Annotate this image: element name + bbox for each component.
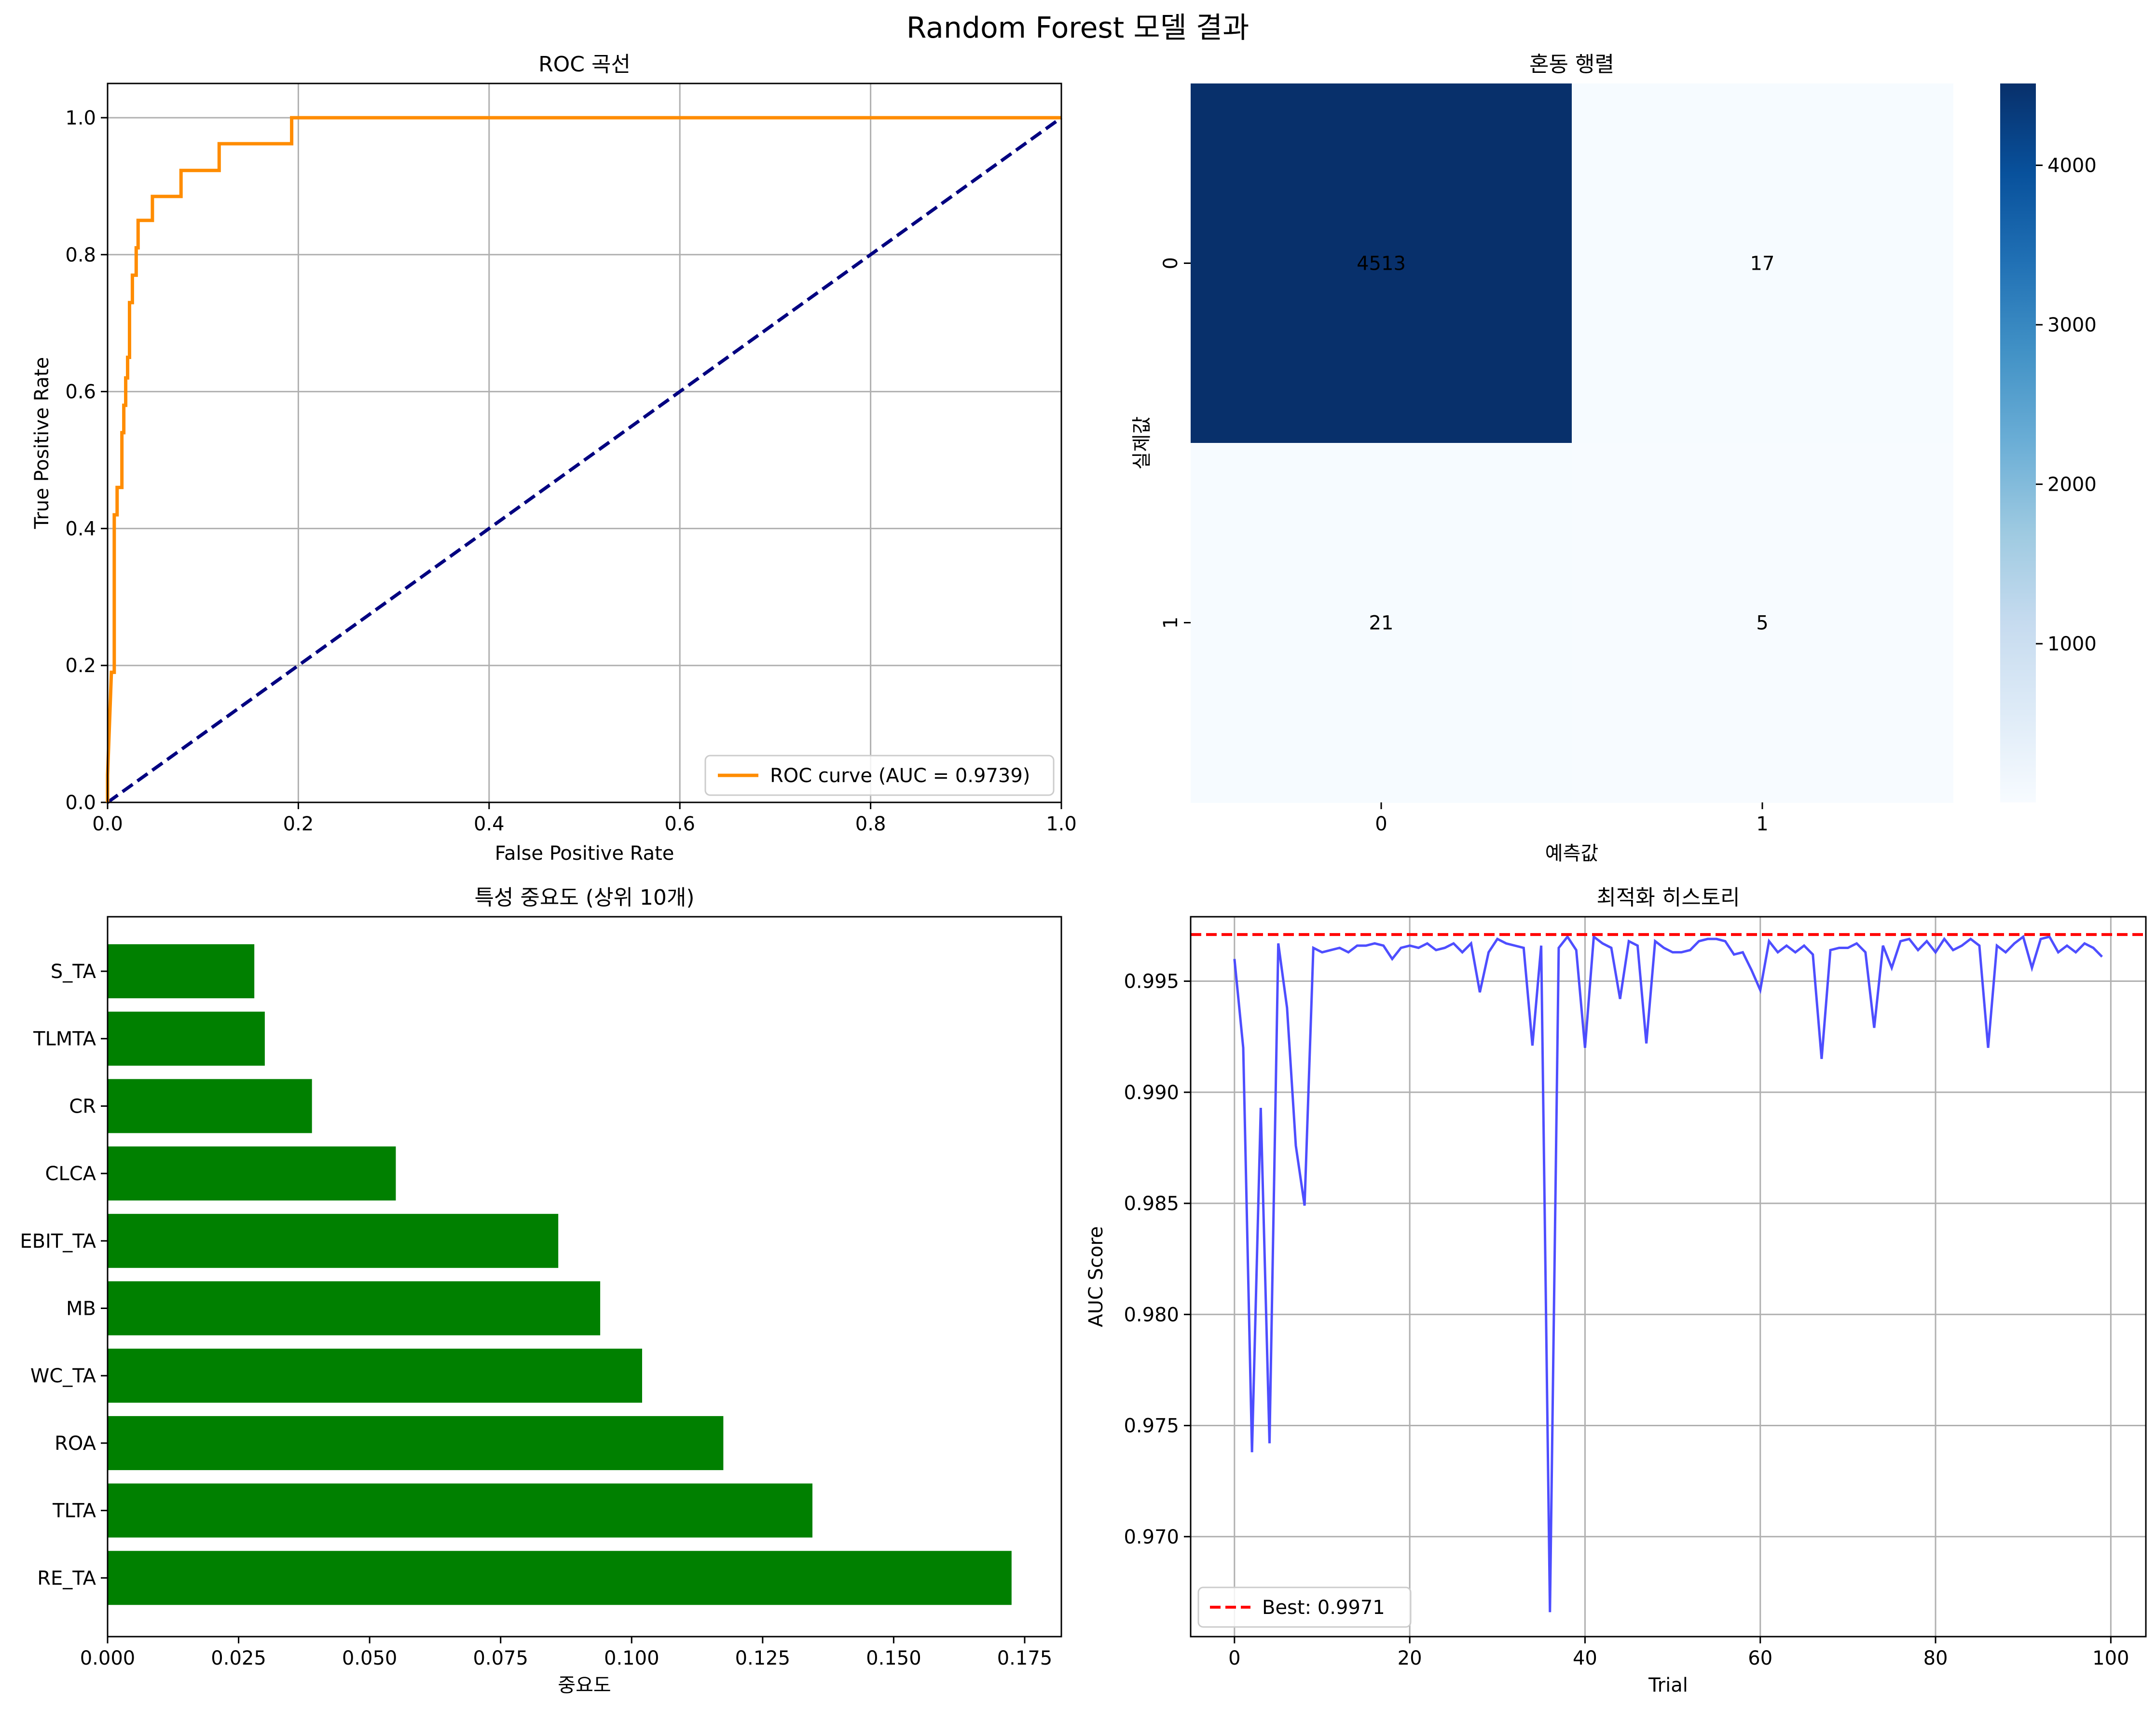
cm-cell-value: 5 bbox=[1756, 612, 1768, 634]
hist-x-tick-label: 0 bbox=[1228, 1647, 1240, 1669]
hist-x-tick-label: 100 bbox=[2092, 1647, 2129, 1669]
feat-bar bbox=[108, 1079, 312, 1133]
hist-auc-line bbox=[1233, 934, 2103, 1613]
feat-bar bbox=[108, 1281, 601, 1336]
feat-x-axis-label: 중요도 bbox=[558, 1674, 611, 1696]
cm-y-tick-label: 1 bbox=[1160, 617, 1182, 629]
cm-colorbar-tick-label: 2000 bbox=[2047, 474, 2097, 496]
cm-x-tick-label: 1 bbox=[1756, 813, 1768, 835]
roc-curve-line bbox=[106, 116, 1061, 802]
feat-x-tick-label: 0.075 bbox=[473, 1647, 528, 1669]
hist-x-tick-label: 80 bbox=[1923, 1647, 1948, 1669]
cm-cell-value: 21 bbox=[1369, 612, 1394, 634]
cm-cell bbox=[1191, 83, 1572, 443]
optimization-history-chart: 최적화 히스토리 0 20 40 60 80 100 0.970 0.975 0.980 0.985… bbox=[1085, 885, 2147, 1696]
feat-y-tick-label: CR bbox=[69, 1095, 96, 1117]
cm-x-tick-label: 0 bbox=[1375, 813, 1387, 835]
feat-x-tick-label: 0.000 bbox=[80, 1647, 136, 1669]
roc-y-tick-label: 0.0 bbox=[65, 792, 96, 814]
roc-x-tick-label: 0.6 bbox=[664, 813, 695, 835]
hist-y-tick-label: 0.975 bbox=[1124, 1415, 1179, 1437]
hist-x-axis-label: Trial bbox=[1648, 1674, 1688, 1696]
feat-y-tick-label: ROA bbox=[55, 1433, 96, 1455]
cm-colorbar-tick-label: 1000 bbox=[2047, 633, 2097, 655]
roc-y-tick-label: 1.0 bbox=[65, 107, 96, 129]
roc-y-axis-label: True Positive Rate bbox=[31, 357, 53, 529]
figure-title: Random Forest 모델 결과 bbox=[906, 11, 1250, 45]
feat-y-tick-label: WC_TA bbox=[30, 1365, 96, 1387]
cm-colorbar bbox=[2000, 83, 2036, 802]
hist-x-tick-label: 20 bbox=[1398, 1647, 1422, 1669]
cm-title: 혼동 행렬 bbox=[1529, 52, 1614, 77]
roc-chart: ROC 곡선 0.0 0.2 0.4 0.6 0.8 1.0 0.0 0.2 0.4 0.6 0.8 1… bbox=[31, 52, 1077, 865]
feat-bar bbox=[108, 1551, 1012, 1605]
cm-cell bbox=[1572, 443, 1953, 803]
cm-cell-value: 17 bbox=[1750, 253, 1775, 275]
feat-bar bbox=[108, 1483, 813, 1538]
hist-x-tick-label: 60 bbox=[1748, 1647, 1772, 1669]
roc-title: ROC 곡선 bbox=[538, 52, 631, 77]
hist-y-tick-label: 0.995 bbox=[1124, 971, 1179, 993]
feat-title: 특성 중요도 (상위 10개) bbox=[474, 885, 694, 910]
cm-cell bbox=[1572, 83, 1953, 443]
hist-axes-frame bbox=[1190, 916, 2147, 1638]
feat-y-tick-label: CLCA bbox=[45, 1163, 96, 1185]
roc-y-tick-label: 0.2 bbox=[65, 655, 96, 677]
feature-importance-chart: 특성 중요도 (상위 10개) RE_TA TLTA ROA WC_TA MB EBIT_T… bbox=[20, 885, 1062, 1696]
feat-x-tick-label: 0.100 bbox=[604, 1647, 659, 1669]
feat-x-tick-label: 0.150 bbox=[866, 1647, 921, 1669]
cm-cell bbox=[1191, 443, 1572, 803]
feat-axes-frame bbox=[107, 916, 1062, 1638]
cm-colorbar-tick-label: 3000 bbox=[2047, 314, 2097, 336]
roc-legend-label: ROC curve (AUC = 0.9739) bbox=[770, 765, 1030, 787]
feat-y-tick-label: RE_TA bbox=[37, 1567, 96, 1589]
roc-x-tick-label: 0.8 bbox=[855, 813, 886, 835]
roc-x-axis-label: False Positive Rate bbox=[495, 842, 674, 865]
feat-y-tick-label: TLMTA bbox=[33, 1028, 96, 1050]
hist-title: 최적화 히스토리 bbox=[1596, 885, 1740, 910]
hist-y-tick-label: 0.985 bbox=[1124, 1193, 1179, 1215]
cm-x-axis-label: 예측값 bbox=[1545, 842, 1598, 865]
hist-legend-box bbox=[1197, 1586, 1412, 1628]
roc-axes-frame bbox=[107, 83, 1062, 803]
roc-y-tick-label: 0.4 bbox=[65, 518, 96, 540]
roc-legend-box bbox=[704, 755, 1055, 796]
feat-bar bbox=[108, 1349, 642, 1403]
roc-y-tick-label: 0.8 bbox=[65, 244, 96, 266]
roc-y-tick-label: 0.6 bbox=[65, 381, 96, 403]
feat-x-tick-label: 0.050 bbox=[342, 1647, 398, 1669]
feat-bar bbox=[108, 944, 255, 998]
feat-y-tick-label: MB bbox=[66, 1298, 96, 1320]
feat-bar bbox=[108, 1011, 265, 1066]
feat-bar bbox=[108, 1213, 559, 1268]
hist-y-tick-label: 0.970 bbox=[1124, 1526, 1179, 1548]
feat-y-tick-label: TLTA bbox=[52, 1500, 96, 1522]
cm-y-tick-label: 0 bbox=[1160, 257, 1182, 269]
feat-bar bbox=[108, 1146, 396, 1201]
roc-x-tick-label: 1.0 bbox=[1046, 813, 1077, 835]
hist-legend-label: Best: 0.9971 bbox=[1262, 1597, 1385, 1619]
cm-colorbar-tick-label: 4000 bbox=[2047, 155, 2097, 177]
hist-y-tick-label: 0.980 bbox=[1124, 1304, 1179, 1326]
feat-x-tick-label: 0.175 bbox=[997, 1647, 1053, 1669]
feat-x-tick-label: 0.025 bbox=[211, 1647, 266, 1669]
roc-x-tick-label: 0.4 bbox=[474, 813, 505, 835]
feat-y-tick-label: S_TA bbox=[51, 961, 96, 983]
feat-y-tick-label: EBIT_TA bbox=[20, 1230, 96, 1253]
hist-x-tick-label: 40 bbox=[1573, 1647, 1597, 1669]
feat-bar bbox=[108, 1416, 724, 1470]
hist-y-axis-label: AUC Score bbox=[1085, 1226, 1107, 1327]
confusion-matrix-chart: 혼동 행렬 4513 17 21 5 0 1 0 1 예측값 실제값 1000 2000 3000 4000 bbox=[1131, 52, 2097, 865]
cm-cell-value: 4513 bbox=[1357, 253, 1406, 275]
roc-diagonal-line bbox=[106, 116, 1063, 804]
cm-y-axis-label: 실제값 bbox=[1131, 416, 1153, 469]
feat-x-tick-label: 0.125 bbox=[735, 1647, 791, 1669]
hist-y-tick-label: 0.990 bbox=[1124, 1082, 1179, 1104]
roc-x-tick-label: 0.2 bbox=[283, 813, 314, 835]
roc-x-tick-label: 0.0 bbox=[92, 813, 123, 835]
